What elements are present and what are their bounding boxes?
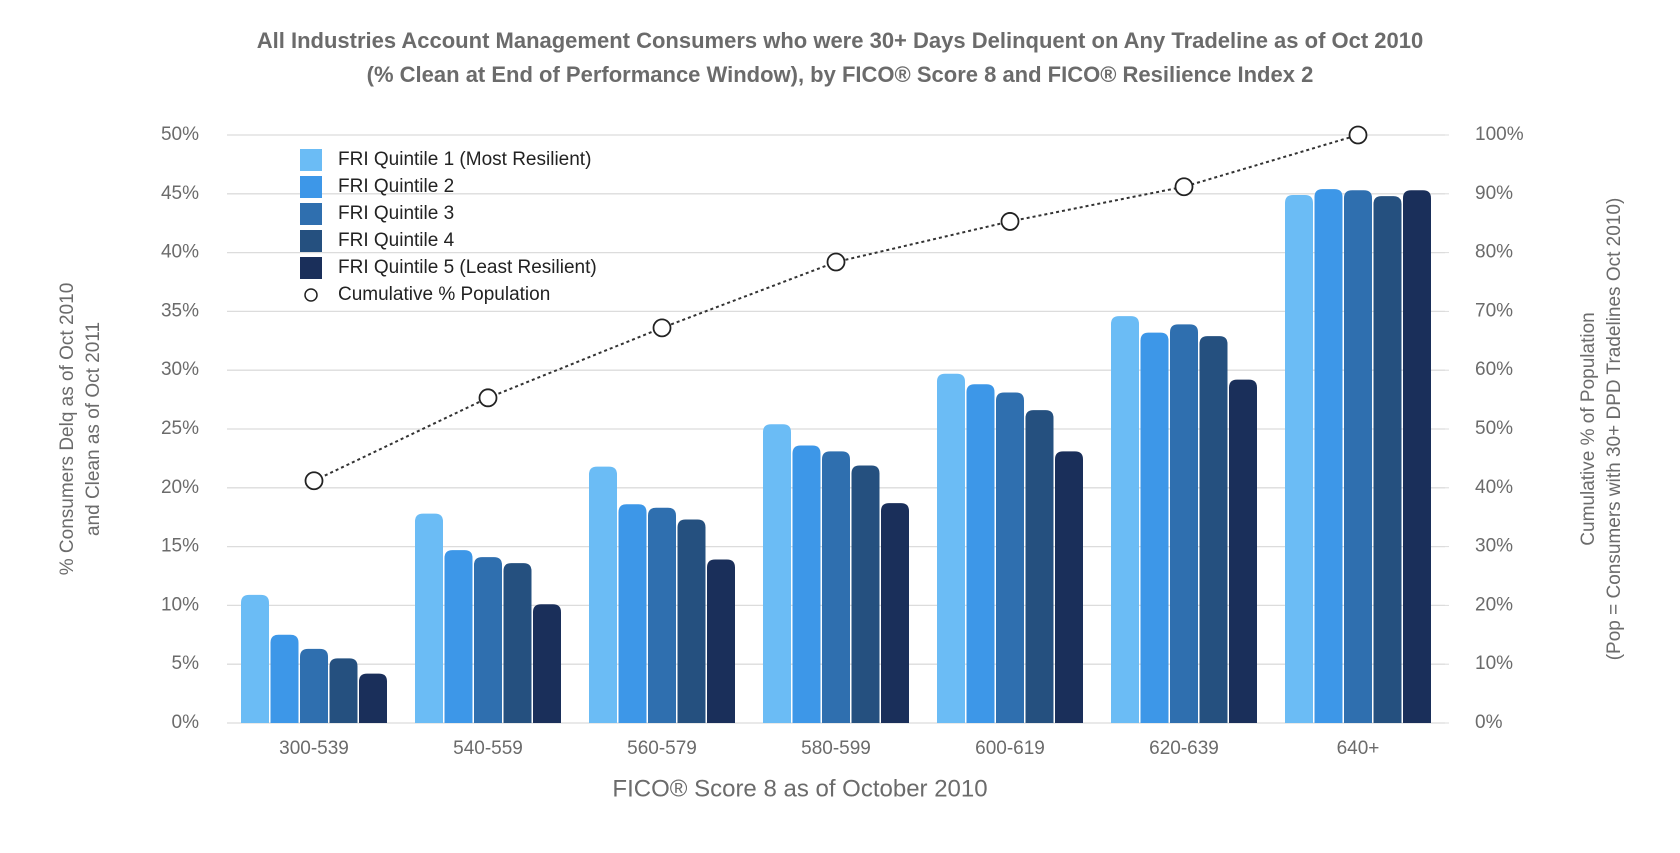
bar	[1111, 316, 1139, 723]
legend-label: FRI Quintile 3	[338, 203, 454, 224]
bar	[707, 559, 735, 723]
bar	[1055, 451, 1083, 723]
y2-tick-label: 0%	[1475, 712, 1503, 733]
bar	[270, 634, 299, 723]
bar	[589, 466, 617, 723]
x-tick-label: 600-619	[975, 738, 1045, 759]
x-tick-label: 580-599	[801, 738, 871, 759]
y-tick-label: 20%	[161, 477, 199, 498]
bar	[329, 658, 358, 723]
legend-swatch	[300, 149, 322, 171]
y-axis-label: and Clean as of Oct 2011	[83, 322, 104, 536]
x-tick-label: 640+	[1337, 738, 1380, 759]
x-tick-label: 560-579	[627, 738, 697, 759]
bar	[1403, 190, 1431, 724]
y2-tick-label: 50%	[1475, 418, 1513, 439]
y2-tick-label: 60%	[1475, 359, 1513, 380]
y2-tick-label: 40%	[1475, 477, 1513, 498]
bar	[937, 373, 965, 723]
bar	[966, 384, 995, 723]
bar	[1373, 196, 1402, 724]
bar	[677, 519, 706, 723]
y2-axis-label: (Pop = Consumers with 30+ DPD Tradelines…	[1604, 198, 1625, 661]
chart-title: All Industries Account Management Consum…	[257, 28, 1424, 53]
bar	[300, 648, 328, 723]
line-point	[652, 318, 672, 338]
legend-label: FRI Quintile 5 (Least Resilient)	[338, 257, 597, 278]
bar	[792, 445, 821, 723]
y-tick-label: 35%	[161, 300, 199, 321]
bar	[1140, 332, 1169, 723]
y-tick-label: 30%	[161, 359, 199, 380]
bar	[763, 424, 791, 723]
y-tick-label: 10%	[161, 594, 199, 615]
bar	[359, 673, 387, 723]
y-tick-label: 5%	[172, 653, 200, 674]
y-tick-label: 50%	[161, 124, 199, 145]
bar	[851, 465, 880, 723]
y2-tick-label: 70%	[1475, 300, 1513, 321]
legend-label: FRI Quintile 1 (Most Resilient)	[338, 149, 591, 170]
bar	[648, 507, 676, 723]
y-tick-label: 25%	[161, 418, 199, 439]
legend-label: Cumulative % Population	[338, 284, 550, 305]
line-point	[1348, 125, 1368, 145]
y2-tick-label: 80%	[1475, 242, 1513, 263]
x-axis-label: FICO® Score 8 as of October 2010	[612, 775, 987, 802]
y2-tick-label: 20%	[1475, 594, 1513, 615]
legend-swatch	[300, 176, 322, 198]
y-tick-label: 45%	[161, 183, 199, 204]
y2-tick-label: 90%	[1475, 183, 1513, 204]
bar	[1170, 324, 1198, 723]
bar	[415, 513, 443, 723]
bar	[533, 604, 561, 723]
legend-label: FRI Quintile 2	[338, 176, 454, 197]
bar	[1314, 189, 1343, 723]
x-tick-label: 620-639	[1149, 738, 1219, 759]
bar	[822, 451, 850, 723]
legend-swatch	[300, 203, 322, 225]
y2-tick-label: 30%	[1475, 536, 1513, 557]
legend-marker	[304, 288, 318, 302]
y-tick-label: 0%	[172, 712, 200, 733]
bar	[1229, 379, 1257, 723]
legend-swatch	[300, 230, 322, 252]
x-tick-label: 300-539	[279, 738, 349, 759]
bar	[1199, 336, 1228, 723]
line-point	[1000, 212, 1020, 231]
y2-tick-label: 100%	[1475, 124, 1524, 145]
y-axis-label: % Consumers Delq as of Oct 2010	[57, 283, 78, 576]
bar	[1285, 194, 1313, 723]
y-tick-label: 15%	[161, 536, 199, 557]
bar	[444, 550, 473, 723]
line-point	[1174, 177, 1194, 197]
y-tick-label: 40%	[161, 242, 199, 263]
bar	[996, 392, 1024, 723]
x-tick-label: 540-559	[453, 738, 523, 759]
bar	[474, 557, 502, 723]
y2-axis-label: Cumulative % of Population	[1578, 312, 1599, 545]
line-point	[826, 252, 846, 272]
legend-swatch	[300, 257, 322, 279]
bar	[618, 504, 647, 723]
bar	[1344, 190, 1372, 724]
bar	[241, 594, 269, 723]
bar	[503, 563, 532, 723]
y2-tick-label: 10%	[1475, 653, 1513, 674]
bar	[881, 503, 909, 723]
bar	[1025, 410, 1054, 723]
line-point	[304, 471, 324, 491]
legend-label: FRI Quintile 4	[338, 230, 455, 251]
line-point	[478, 388, 498, 408]
chart-subtitle: (% Clean at End of Performance Window), …	[367, 62, 1314, 87]
